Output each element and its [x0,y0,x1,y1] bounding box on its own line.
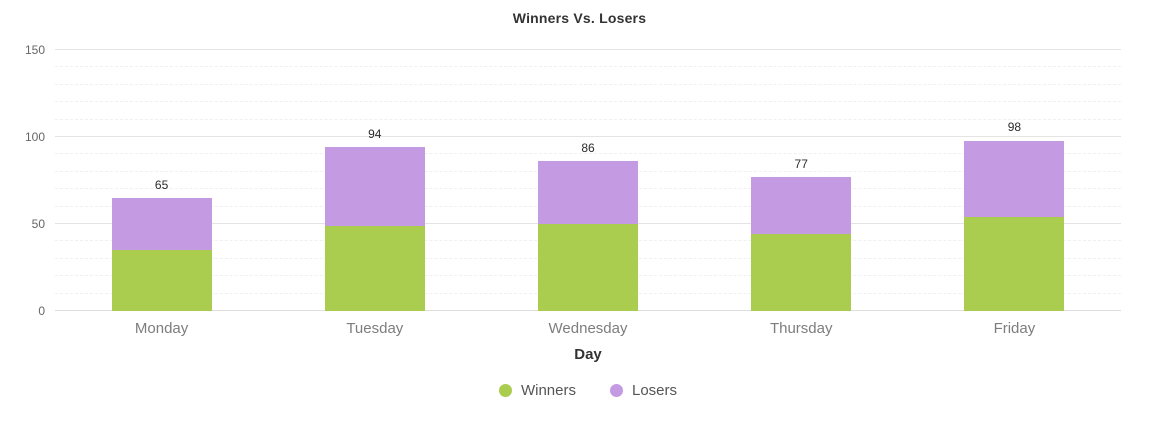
bar-segment-losers-wednesday[interactable] [538,161,638,224]
bar-segment-winners-monday[interactable] [111,250,212,311]
y-axis-tick-label: 50 [31,217,45,231]
x-axis-tick-label-monday: Monday [134,320,189,337]
legend-label-winners: Winners [520,382,576,399]
legend-marker-winners [498,384,512,397]
plot-area: 65 94 86 77 98 [55,49,1121,311]
chart-title: Winners Vs. Losers [512,10,647,26]
minor-gridline-90 [55,153,1121,155]
x-axis-tick-label-wednesday: Wednesday [548,320,628,337]
bar-total-label: 65 [154,177,169,192]
bar-total-label: 77 [794,157,808,172]
legend: Winners Losers [55,382,1121,399]
x-axis-labels: Monday Tuesday Wednesday Thursday Friday [55,320,1121,337]
bar-total-label: 86 [581,141,595,156]
x-axis-tick-label-thursday: Thursday [769,320,833,337]
major-gridline-150 [55,49,1121,50]
y-axis-labels: 0 50 100 150 [0,43,45,318]
legend-item-losers[interactable]: Losers [609,382,678,399]
bar-segment-losers-friday[interactable] [964,140,1065,218]
y-axis-tick-label: 100 [24,130,45,144]
bar-segment-winners-friday[interactable] [964,217,1065,311]
bar-total-label: 98 [1007,120,1022,135]
bars-container: 65 94 86 77 98 [55,50,1121,311]
major-gridline-100 [55,136,1121,137]
legend-item-winners[interactable]: Winners [498,382,576,399]
minor-gridline-140 [55,66,1121,68]
bar-segment-winners-thursday[interactable] [751,234,852,311]
y-axis-tick-label: 150 [24,43,45,57]
x-axis-tick-label-tuesday: Tuesday [346,320,404,337]
bar-segment-losers-monday[interactable] [111,197,212,251]
bar-group-tuesday: 94 [268,50,481,311]
bar-group-wednesday: 86 [481,50,694,311]
bar-segment-winners-wednesday[interactable] [538,224,638,311]
bar-group-monday: 65 [55,50,268,311]
bar-group-thursday: 77 [695,50,908,311]
legend-label-losers: Losers [631,382,678,399]
y-axis-tick-label: 0 [38,304,45,318]
minor-gridline-120 [55,101,1121,103]
bar-total-label: 94 [368,127,382,142]
bar-group-friday: 98 [908,50,1121,311]
minor-gridline-110 [55,118,1121,120]
legend-marker-losers [609,384,623,397]
x-axis-tick-label-friday: Friday [993,320,1036,337]
bar-segment-losers-tuesday[interactable] [324,147,425,226]
bar-segment-winners-tuesday[interactable] [324,225,425,311]
x-axis-title: Day [574,346,602,363]
bar-segment-losers-thursday[interactable] [751,177,852,235]
minor-gridline-130 [55,83,1121,85]
